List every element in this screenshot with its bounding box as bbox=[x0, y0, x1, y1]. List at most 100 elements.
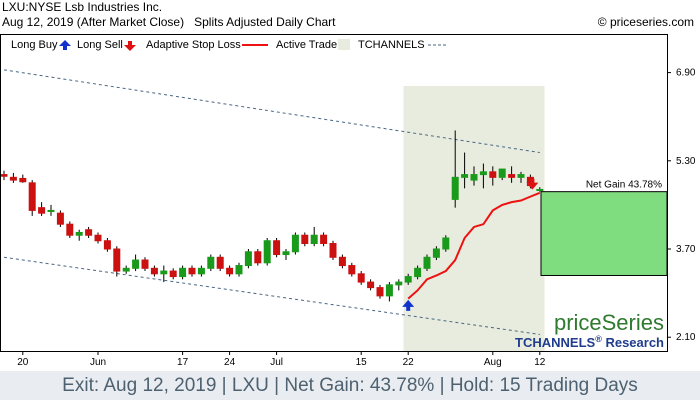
x-tick-label: 15 bbox=[356, 357, 368, 368]
candle bbox=[489, 166, 497, 186]
date-line: Aug 12, 2019 (After Market Close) bbox=[2, 15, 185, 29]
candle-body bbox=[301, 234, 309, 244]
candle bbox=[273, 237, 281, 258]
candle bbox=[113, 246, 121, 277]
candle bbox=[479, 163, 487, 189]
candle bbox=[56, 210, 64, 227]
x-tick-label: 24 bbox=[224, 357, 236, 368]
candle-body bbox=[432, 248, 440, 258]
candle-body bbox=[508, 174, 516, 178]
candle-body bbox=[536, 188, 544, 191]
candle-body bbox=[423, 256, 431, 269]
candle bbox=[376, 284, 384, 299]
candle bbox=[263, 237, 271, 266]
candle bbox=[94, 232, 102, 244]
y-tick-label: 2.10 bbox=[676, 332, 696, 343]
candle bbox=[423, 254, 431, 272]
candle-body bbox=[160, 270, 168, 275]
x-axis: 20 Jun 17 24 Jul 15 22 Aug 12 bbox=[17, 351, 546, 368]
x-tick-label: 20 bbox=[17, 357, 29, 368]
candle bbox=[85, 226, 93, 238]
candle bbox=[517, 171, 525, 183]
candle bbox=[385, 282, 393, 302]
candle-body bbox=[489, 171, 497, 178]
chart-subtitle: Aug 12, 2019 (After Market Close) Splits… bbox=[2, 15, 336, 29]
candle-body bbox=[479, 171, 487, 176]
candle bbox=[9, 172, 17, 183]
candle-body bbox=[19, 177, 27, 183]
candle-body bbox=[451, 176, 459, 200]
legend: Long Buy Long Sell Adaptive Stop Loss Ac… bbox=[4, 36, 450, 52]
candle bbox=[291, 232, 299, 255]
candle bbox=[470, 166, 478, 186]
candle-body bbox=[376, 287, 384, 297]
brand-logo: priceSeries bbox=[554, 310, 664, 335]
x-tick-label: 17 bbox=[177, 357, 189, 368]
candle bbox=[216, 254, 224, 272]
long-buy-legend-icon bbox=[59, 40, 71, 50]
brand-research: TCHANNELS® Research bbox=[515, 334, 664, 350]
long-sell-legend-icon bbox=[124, 41, 136, 51]
legend-tchannels: TCHANNELS bbox=[358, 39, 425, 51]
candle bbox=[442, 235, 450, 252]
candle bbox=[75, 229, 83, 241]
candle bbox=[432, 246, 440, 261]
candle-body bbox=[197, 267, 205, 275]
candle-body bbox=[28, 182, 36, 211]
candle-body bbox=[404, 276, 412, 283]
candle-body bbox=[85, 229, 93, 236]
candle bbox=[451, 130, 459, 208]
candle-body bbox=[517, 174, 525, 178]
candle bbox=[66, 221, 74, 238]
y-tick-label: 3.70 bbox=[676, 244, 696, 255]
legend-adaptive-stop: Adaptive Stop Loss bbox=[146, 39, 241, 51]
x-tick-label: Jun bbox=[90, 357, 106, 368]
candle bbox=[150, 265, 158, 277]
candle bbox=[329, 240, 337, 261]
candle bbox=[244, 249, 252, 269]
active-trade-legend-swatch bbox=[338, 39, 350, 50]
x-tick-label: 12 bbox=[534, 357, 546, 368]
candle-body bbox=[150, 267, 158, 275]
candle-body bbox=[320, 234, 328, 244]
candle bbox=[235, 262, 243, 277]
channel-lower bbox=[3, 256, 540, 335]
candle-body bbox=[348, 265, 356, 275]
candle bbox=[38, 202, 46, 216]
legend-active-trade: Active Trade bbox=[276, 39, 337, 51]
candle bbox=[0, 170, 8, 181]
candle bbox=[47, 204, 55, 216]
candle-body bbox=[56, 212, 64, 225]
candle bbox=[395, 279, 403, 291]
candle bbox=[197, 265, 205, 277]
candle-body bbox=[94, 234, 102, 242]
candle bbox=[188, 265, 196, 277]
x-tick-label: 22 bbox=[403, 357, 415, 368]
candle-body bbox=[385, 284, 393, 297]
candle-body bbox=[273, 240, 281, 256]
active-trade-region bbox=[403, 86, 545, 351]
plot-frame bbox=[0, 34, 668, 352]
candle-body bbox=[338, 256, 346, 267]
candle-body bbox=[216, 256, 224, 269]
candle bbox=[19, 174, 27, 183]
candles bbox=[0, 130, 544, 302]
legend-long-sell: Long Sell bbox=[77, 39, 123, 51]
net-gain-box bbox=[540, 191, 668, 276]
candle-body bbox=[122, 267, 130, 272]
candle-body bbox=[141, 259, 149, 269]
candle-body bbox=[103, 240, 111, 250]
candle-body bbox=[226, 267, 234, 275]
candle bbox=[357, 271, 365, 285]
candle-body bbox=[113, 248, 121, 272]
candle bbox=[338, 254, 346, 269]
candle-body bbox=[0, 174, 8, 177]
candle bbox=[461, 152, 469, 189]
y-axis: 2.10 3.70 5.30 6.90 bbox=[667, 68, 696, 343]
chart-title: LXU:NYSE Lsb Industries Inc. bbox=[2, 0, 163, 14]
candle-body bbox=[310, 234, 318, 244]
candle-body bbox=[66, 223, 74, 236]
brand-reg-mark: ® bbox=[595, 334, 602, 344]
candle-body bbox=[263, 240, 271, 264]
candle-body bbox=[357, 273, 365, 283]
